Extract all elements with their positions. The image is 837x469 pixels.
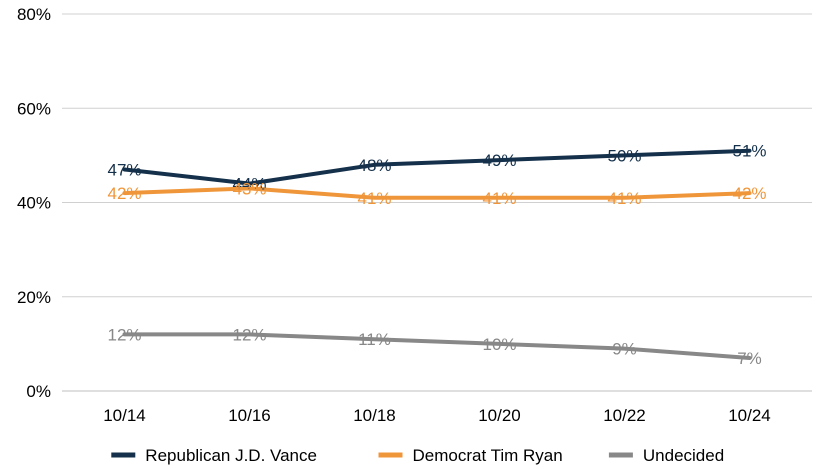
legend: Republican J.D. Vance Democrat Tim Ryan Un… xyxy=(111,446,724,465)
x-tick-label: 10/18 xyxy=(353,406,396,425)
data-label: 48% xyxy=(357,156,391,175)
data-label: 41% xyxy=(357,189,391,208)
legend-label: Undecided xyxy=(643,446,724,465)
data-label: 11% xyxy=(358,330,391,349)
data-label: 41% xyxy=(482,189,516,208)
data-label: 42% xyxy=(107,184,141,203)
data-label: 49% xyxy=(482,151,516,170)
data-label: 44% xyxy=(232,175,266,194)
data-label: 51% xyxy=(732,142,766,161)
series-line xyxy=(122,332,752,360)
x-axis-ticks: 10/14 10/16 10/18 10/20 10/22 10/24 xyxy=(103,406,771,425)
series-line xyxy=(122,148,752,186)
x-tick-label: 10/16 xyxy=(228,406,271,425)
x-tick-label: 10/20 xyxy=(478,406,521,425)
legend-label: Republican J.D. Vance xyxy=(145,446,317,465)
data-label: 47% xyxy=(107,161,141,180)
y-tick-label: 60% xyxy=(17,99,51,118)
series-line xyxy=(122,186,752,200)
data-label: 7% xyxy=(737,349,762,368)
data-label: 10% xyxy=(482,335,516,354)
legend-label: Democrat Tim Ryan xyxy=(413,446,563,465)
x-tick-label: 10/14 xyxy=(103,406,146,425)
x-tick-label: 10/22 xyxy=(603,406,646,425)
y-tick-label: 0% xyxy=(26,382,51,401)
y-tick-label: 80% xyxy=(17,5,51,24)
data-label: 9% xyxy=(612,340,637,359)
series-lines xyxy=(122,148,752,360)
data-labels: 47% 44% 48% 49% 50% 51% 42% 43% 41% 41% 41% 42% 12% 1… xyxy=(107,142,766,368)
y-axis-ticks: 0% 20% 40% 60% 80% xyxy=(17,5,51,401)
data-label: 50% xyxy=(607,146,641,165)
data-label: 42% xyxy=(732,184,766,203)
data-label: 12% xyxy=(107,325,141,344)
data-label: 41% xyxy=(607,189,641,208)
data-label: 12% xyxy=(232,325,266,344)
y-tick-label: 40% xyxy=(17,194,51,213)
y-tick-label: 20% xyxy=(17,288,51,307)
gridlines xyxy=(62,13,812,392)
x-tick-label: 10/24 xyxy=(728,406,771,425)
data-label: 43% xyxy=(232,179,266,198)
